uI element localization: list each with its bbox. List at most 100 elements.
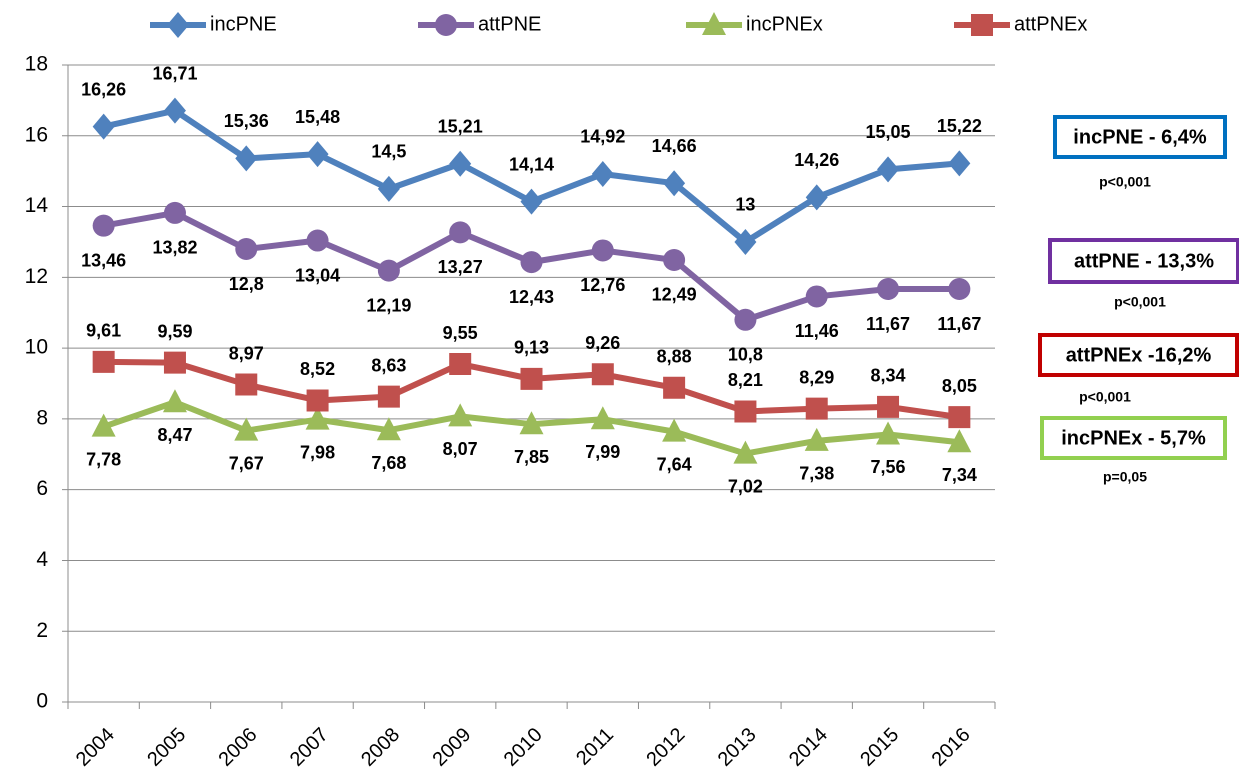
- marker: [805, 184, 828, 211]
- marker: [449, 353, 472, 376]
- data-label: 12,43: [509, 287, 554, 307]
- y-tick-label: 6: [36, 477, 48, 500]
- data-label: 14,66: [652, 136, 697, 156]
- x-tick-label: 2006: [215, 724, 262, 771]
- marker: [519, 411, 544, 435]
- data-label: 7,78: [86, 449, 121, 469]
- data-label: 8,05: [942, 376, 977, 396]
- x-tick-label: 2014: [785, 724, 832, 771]
- marker: [163, 201, 186, 224]
- marker: [663, 376, 686, 399]
- marker: [702, 12, 726, 35]
- marker: [435, 14, 457, 36]
- data-label: 14,14: [509, 154, 554, 174]
- data-label: 15,36: [224, 111, 269, 131]
- x-tick-label: 2012: [642, 724, 689, 771]
- marker: [377, 175, 400, 202]
- annotation-note: p<0,001: [1099, 174, 1151, 190]
- marker: [520, 188, 543, 215]
- marker: [734, 308, 757, 331]
- marker: [306, 229, 329, 252]
- marker: [805, 285, 828, 308]
- annotation-text: attPNEx -16,2%: [1066, 344, 1212, 366]
- annotation-text: incPNE - 6,4%: [1073, 126, 1207, 148]
- marker: [520, 367, 543, 390]
- marker: [591, 239, 614, 262]
- data-label: 7,38: [799, 464, 834, 484]
- data-label: 13,04: [295, 265, 340, 285]
- data-label: 14,5: [371, 142, 406, 162]
- x-tick-label: 2007: [286, 724, 333, 771]
- data-label: 13,46: [81, 250, 126, 270]
- y-tick-label: 2: [36, 619, 48, 642]
- marker: [591, 160, 614, 187]
- data-label: 8,29: [799, 367, 834, 387]
- marker: [877, 395, 900, 418]
- marker: [948, 278, 971, 301]
- data-label: 13,82: [152, 238, 197, 258]
- marker: [805, 397, 828, 420]
- data-label: 8,88: [657, 346, 692, 366]
- marker: [662, 418, 687, 442]
- marker: [305, 406, 330, 430]
- annotation-note: p=0,05: [1103, 469, 1147, 485]
- x-tick-label: 2005: [143, 724, 190, 771]
- marker: [167, 12, 189, 38]
- marker: [376, 417, 401, 441]
- data-label: 14,26: [794, 150, 839, 170]
- data-label: 16,26: [81, 79, 126, 99]
- data-label: 15,48: [295, 107, 340, 127]
- data-label: 12,19: [366, 295, 411, 315]
- data-label: 9,61: [86, 321, 121, 341]
- marker: [804, 427, 829, 451]
- data-label: 7,98: [300, 442, 335, 462]
- data-label: 8,21: [728, 370, 763, 390]
- data-label: 7,68: [371, 453, 406, 473]
- marker: [876, 421, 901, 445]
- marker: [663, 248, 686, 271]
- marker: [377, 259, 400, 282]
- data-label: 8,52: [300, 359, 335, 379]
- annotation-box: [1040, 416, 1227, 460]
- marker: [234, 417, 259, 441]
- data-label: 14,92: [580, 127, 625, 147]
- marker: [449, 150, 472, 177]
- data-label: 15,22: [937, 116, 982, 136]
- marker: [92, 113, 115, 140]
- marker: [520, 251, 543, 274]
- data-label: 15,05: [866, 122, 911, 142]
- data-label: 7,85: [514, 447, 549, 467]
- x-tick-label: 2013: [714, 724, 761, 771]
- marker: [235, 238, 258, 261]
- x-tick-label: 2008: [357, 724, 404, 771]
- marker: [733, 440, 758, 464]
- legend-label: incPNE: [210, 13, 277, 35]
- marker: [663, 170, 686, 197]
- marker: [448, 403, 473, 427]
- data-label: 8,63: [371, 355, 406, 375]
- data-label: 11,67: [866, 314, 910, 334]
- data-label: 13: [735, 195, 755, 215]
- data-label: 9,13: [514, 338, 549, 358]
- y-tick-label: 8: [36, 406, 48, 429]
- marker: [91, 413, 116, 437]
- data-label: 10,8: [728, 345, 763, 365]
- marker: [734, 228, 757, 255]
- legend-label: incPNEx: [746, 13, 823, 35]
- y-tick-label: 4: [36, 548, 48, 571]
- data-label: 7,02: [728, 476, 763, 496]
- data-label: 12,49: [652, 285, 697, 305]
- data-label: 9,55: [443, 323, 478, 343]
- annotation-box: [1048, 238, 1239, 284]
- y-tick-label: 18: [25, 53, 48, 76]
- y-tick-label: 10: [25, 336, 48, 359]
- marker: [235, 145, 258, 172]
- annotation-box: [1053, 115, 1227, 159]
- data-label: 9,26: [585, 333, 620, 353]
- marker: [877, 156, 900, 183]
- data-label: 15,21: [438, 116, 483, 136]
- marker: [947, 429, 972, 453]
- data-label: 8,47: [157, 425, 192, 445]
